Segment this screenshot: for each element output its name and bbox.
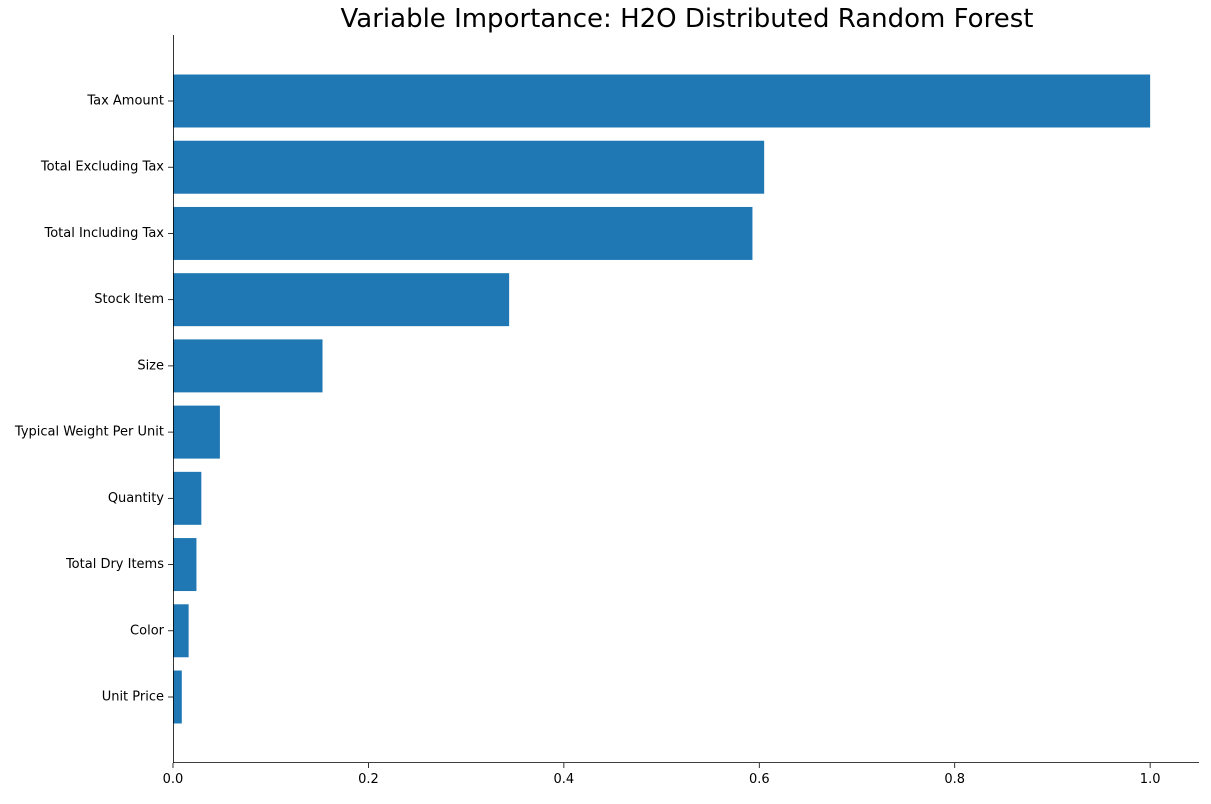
x-tick-label: 0.4 xyxy=(554,772,575,787)
bar xyxy=(173,339,323,393)
y-tick-label: Stock Item xyxy=(94,292,164,307)
y-tick-label: Typical Weight Per Unit xyxy=(14,425,164,440)
y-tick-label: Color xyxy=(130,623,165,638)
bar xyxy=(173,206,753,260)
bar xyxy=(173,604,189,658)
bar xyxy=(173,405,220,459)
bar xyxy=(173,273,510,327)
y-tick-label: Total Dry Items xyxy=(65,557,164,572)
y-tick-label: Tax Amount xyxy=(86,94,164,109)
bar xyxy=(173,471,202,525)
y-tick-label: Total Excluding Tax xyxy=(40,160,164,175)
x-tick-label: 1.0 xyxy=(1140,772,1161,787)
x-axis-ticks: 0.0 0.2 0.4 0.6 0.8 1.0 xyxy=(163,763,1161,787)
bar xyxy=(173,538,197,592)
chart-title: Variable Importance: H2O Distributed Ran… xyxy=(341,4,1034,34)
bar xyxy=(173,74,1151,128)
x-tick-label: 0.0 xyxy=(163,772,184,787)
y-tick-label: Total Including Tax xyxy=(43,226,164,241)
bar xyxy=(173,670,182,724)
x-tick-label: 0.8 xyxy=(944,772,965,787)
y-tick-label: Quantity xyxy=(108,491,164,506)
bar xyxy=(173,140,765,194)
x-tick-label: 0.2 xyxy=(358,772,379,787)
y-tick-label: Size xyxy=(137,358,164,373)
bars-layer xyxy=(173,74,1151,724)
y-axis-ticks: Tax Amount Total Excluding Tax Total Inclu… xyxy=(14,94,173,705)
y-tick-label: Unit Price xyxy=(102,690,164,705)
x-tick-label: 0.6 xyxy=(749,772,770,787)
